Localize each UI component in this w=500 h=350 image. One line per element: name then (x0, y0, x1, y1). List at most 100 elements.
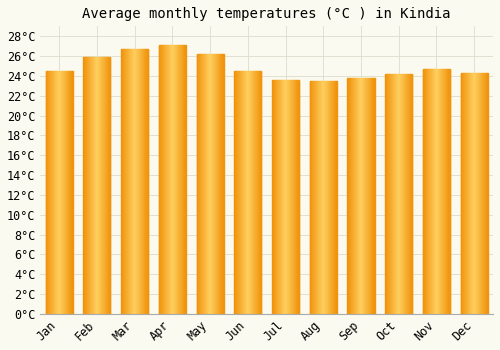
Bar (321, 81, 322, 314)
Bar (204, 54, 205, 314)
Bar (235, 71, 236, 314)
Bar (395, 74, 396, 314)
Bar (465, 73, 466, 314)
Bar (403, 74, 404, 314)
Bar (285, 80, 286, 314)
Bar (108, 57, 109, 314)
Bar (146, 49, 147, 314)
Bar (97, 57, 98, 314)
Bar (121, 49, 122, 314)
Bar (311, 81, 312, 314)
Bar (389, 74, 390, 314)
Bar (296, 80, 297, 314)
Bar (48, 71, 49, 314)
Bar (482, 73, 483, 314)
Bar (428, 69, 429, 314)
Bar (252, 71, 253, 314)
Bar (470, 73, 471, 314)
Bar (91, 57, 92, 314)
Bar (59, 71, 60, 314)
Bar (143, 49, 144, 314)
Bar (106, 57, 107, 314)
Bar (133, 49, 134, 314)
Bar (222, 54, 223, 314)
Bar (388, 74, 389, 314)
Bar (332, 81, 333, 314)
Bar (361, 78, 362, 314)
Bar (251, 71, 252, 314)
Bar (122, 49, 123, 314)
Bar (249, 71, 250, 314)
Bar (333, 81, 334, 314)
Bar (238, 71, 239, 314)
Bar (260, 71, 261, 314)
Bar (463, 73, 464, 314)
Bar (67, 71, 68, 314)
Bar (438, 69, 439, 314)
Bar (162, 45, 163, 314)
Bar (396, 74, 397, 314)
Bar (51, 71, 52, 314)
Bar (163, 45, 164, 314)
Bar (241, 71, 242, 314)
Bar (93, 57, 94, 314)
Bar (446, 69, 447, 314)
Bar (217, 54, 218, 314)
Bar (85, 57, 86, 314)
Bar (480, 73, 482, 314)
Bar (429, 69, 430, 314)
Bar (234, 71, 235, 314)
Bar (487, 73, 488, 314)
Bar (64, 71, 65, 314)
Bar (60, 71, 61, 314)
Bar (288, 80, 289, 314)
Bar (258, 71, 259, 314)
Bar (409, 74, 410, 314)
Bar (443, 69, 444, 314)
Bar (401, 74, 402, 314)
Bar (58, 71, 59, 314)
Bar (484, 73, 485, 314)
Bar (130, 49, 131, 314)
Bar (426, 69, 427, 314)
Bar (240, 71, 241, 314)
Bar (310, 81, 311, 314)
Bar (84, 57, 85, 314)
Bar (357, 78, 358, 314)
Bar (326, 81, 327, 314)
Bar (244, 71, 245, 314)
Bar (137, 49, 138, 314)
Bar (362, 78, 363, 314)
Bar (474, 73, 476, 314)
Bar (392, 74, 393, 314)
Bar (50, 71, 51, 314)
Bar (66, 71, 67, 314)
Bar (287, 80, 288, 314)
Bar (407, 74, 408, 314)
Bar (198, 54, 199, 314)
Bar (201, 54, 202, 314)
Bar (109, 57, 110, 314)
Bar (123, 49, 124, 314)
Bar (364, 78, 365, 314)
Bar (180, 45, 181, 314)
Bar (242, 71, 243, 314)
Bar (435, 69, 436, 314)
Bar (261, 71, 262, 314)
Bar (279, 80, 280, 314)
Bar (207, 54, 208, 314)
Bar (218, 54, 219, 314)
Bar (104, 57, 105, 314)
Bar (165, 45, 166, 314)
Bar (331, 81, 332, 314)
Bar (68, 71, 69, 314)
Bar (219, 54, 220, 314)
Bar (61, 71, 62, 314)
Bar (284, 80, 285, 314)
Bar (202, 54, 203, 314)
Bar (237, 71, 238, 314)
Bar (352, 78, 353, 314)
Bar (336, 81, 337, 314)
Bar (391, 74, 392, 314)
Bar (402, 74, 403, 314)
